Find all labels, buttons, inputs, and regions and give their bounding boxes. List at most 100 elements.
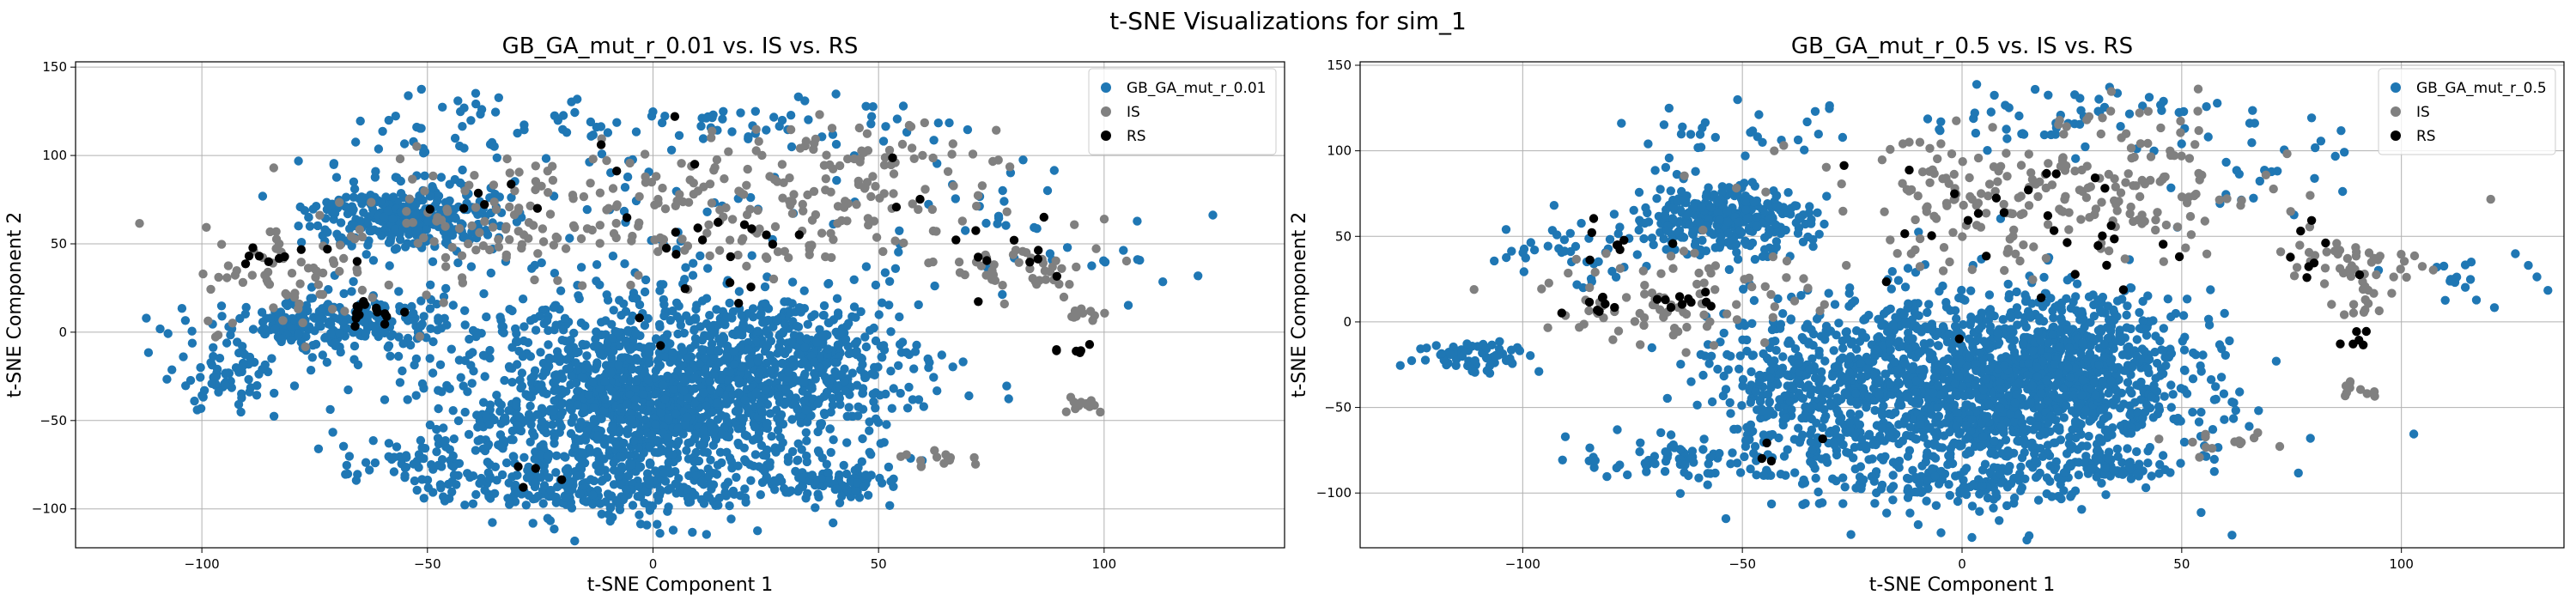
data-point (1882, 508, 1892, 518)
data-point (508, 452, 518, 461)
data-point (502, 154, 512, 164)
data-point (434, 385, 443, 395)
data-point (702, 530, 711, 539)
data-point (532, 203, 543, 213)
data-point (663, 507, 672, 516)
data-point (559, 325, 568, 335)
data-point (2166, 403, 2176, 412)
data-point (746, 282, 756, 292)
data-point (318, 268, 328, 278)
data-point (490, 462, 501, 471)
data-point (223, 261, 234, 270)
data-point (947, 149, 957, 159)
data-point (679, 386, 689, 396)
data-point (593, 431, 603, 440)
data-point (951, 194, 961, 203)
data-point (536, 472, 546, 483)
data-point (361, 328, 371, 337)
data-point (753, 326, 762, 336)
data-point (970, 459, 981, 469)
data-point (659, 300, 669, 309)
data-point (335, 266, 344, 276)
data-point (402, 207, 411, 216)
data-point (611, 440, 622, 450)
data-point (308, 204, 318, 214)
data-point (2077, 441, 2087, 451)
data-point (190, 396, 199, 406)
data-point (600, 377, 610, 386)
data-point (541, 154, 551, 163)
data-point (673, 423, 683, 433)
data-point (924, 258, 933, 268)
data-point (799, 396, 809, 406)
data-point (440, 436, 450, 446)
data-point (531, 464, 540, 473)
data-point (630, 384, 640, 393)
data-point (294, 331, 303, 340)
data-point (580, 432, 591, 441)
data-point (383, 343, 392, 352)
data-point (2209, 467, 2219, 477)
data-point (544, 188, 553, 197)
data-point (605, 446, 615, 455)
data-point (2028, 463, 2038, 472)
data-point (702, 491, 712, 501)
data-point (713, 415, 722, 424)
data-point (313, 280, 324, 289)
data-point (1894, 439, 1904, 449)
data-point (714, 217, 723, 228)
data-point (753, 205, 762, 216)
data-point (584, 390, 593, 400)
data-point (760, 282, 770, 292)
data-point (595, 384, 605, 394)
data-point (1971, 336, 1981, 346)
data-point (993, 211, 1004, 221)
data-point (844, 349, 854, 359)
data-point (471, 246, 481, 255)
data-point (663, 371, 672, 381)
data-point (1042, 185, 1053, 196)
data-point (849, 302, 860, 312)
data-point (351, 137, 361, 147)
data-point (570, 536, 580, 546)
data-point (512, 400, 521, 410)
data-point (807, 240, 817, 250)
data-point (561, 465, 571, 475)
data-point (426, 324, 435, 333)
data-point (433, 434, 443, 443)
data-point (831, 484, 841, 494)
data-point (533, 249, 543, 258)
data-point (678, 197, 688, 207)
data-point (419, 384, 428, 393)
data-point (1704, 359, 1714, 368)
data-point (618, 495, 629, 505)
data-point (612, 118, 622, 127)
data-point (799, 286, 809, 295)
data-point (248, 325, 258, 334)
data-point (217, 312, 227, 321)
data-point (563, 344, 573, 355)
data-point (264, 257, 273, 266)
data-point (664, 413, 673, 423)
data-point (822, 459, 831, 469)
data-point (562, 128, 572, 137)
data-point (750, 450, 761, 459)
data-point (645, 506, 655, 515)
data-point (1801, 499, 1810, 508)
data-point (296, 245, 306, 254)
data-point (428, 464, 438, 474)
data-point (667, 450, 677, 459)
data-point (894, 247, 903, 257)
data-point (468, 348, 477, 357)
data-point (509, 210, 519, 220)
data-point (2126, 408, 2136, 417)
data-point (885, 501, 895, 510)
data-point (746, 476, 756, 485)
data-point (696, 251, 705, 261)
data-point (945, 452, 956, 463)
data-point (807, 470, 817, 480)
data-point (817, 228, 827, 238)
data-point (1959, 319, 1968, 330)
data-point (800, 96, 810, 106)
